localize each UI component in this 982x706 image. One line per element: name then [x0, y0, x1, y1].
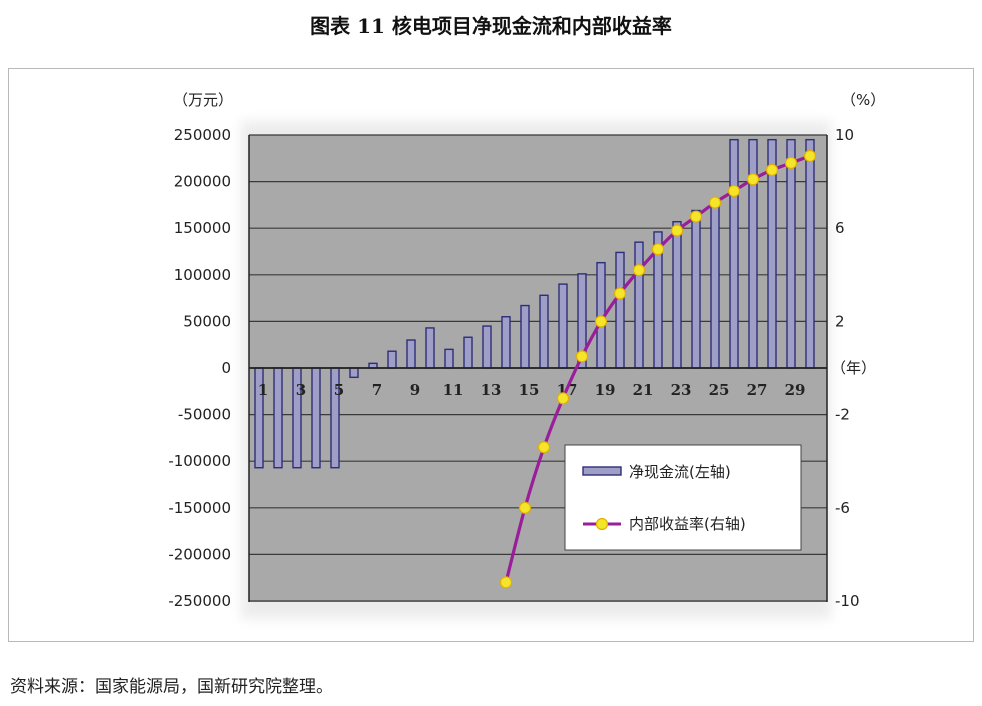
- legend-box: [564, 444, 802, 551]
- y-right-tick-label: -2: [835, 406, 850, 424]
- y-right-tick-label: 10: [835, 126, 854, 144]
- axes: [248, 135, 828, 602]
- bar-year-16: [539, 294, 549, 369]
- bar-year-11: [444, 348, 454, 369]
- irr-point-year-17: [556, 392, 570, 405]
- y-left-tick-label: 200000: [174, 173, 231, 191]
- y-left-tick-label: -250000: [168, 592, 231, 610]
- irr-point-year-18: [575, 350, 589, 363]
- bar-year-17: [558, 283, 568, 369]
- bar-year-25: [710, 199, 720, 369]
- irr-point-year-30: [803, 149, 817, 163]
- bar-year-30: [805, 138, 815, 369]
- irr-point-year-27: [746, 173, 760, 186]
- irr-point-year-24: [689, 210, 703, 223]
- irr-point-year-20: [613, 287, 627, 300]
- y-left-tick-label: -100000: [168, 452, 231, 470]
- y-left-tick-label: 100000: [174, 266, 231, 284]
- irr-point-year-28: [765, 163, 779, 177]
- legend-line-marker: [595, 517, 609, 531]
- y-left-tick-label: -50000: [178, 406, 231, 424]
- y-left-tick-label: -150000: [168, 499, 231, 517]
- x-tick-label: 11: [443, 381, 464, 399]
- y-right-tick-label: -10: [835, 592, 860, 610]
- x-tick-label: 9: [410, 381, 420, 399]
- x-tick-label: 21: [633, 381, 654, 399]
- irr-point-year-16: [537, 441, 551, 454]
- y-right-tick-label: 6: [835, 219, 845, 237]
- line-series: [499, 149, 817, 589]
- bar-year-21: [634, 241, 644, 369]
- y-right-tick-label: 2: [835, 312, 845, 330]
- bar-year-9: [406, 339, 416, 369]
- x-tick-label: 1: [258, 381, 268, 399]
- bar-year-10: [425, 327, 435, 369]
- x-tick-label: 27: [747, 381, 768, 399]
- x-tick-label: 15: [519, 381, 540, 399]
- bar-year-6: [349, 367, 359, 379]
- bar-year-13: [482, 325, 492, 369]
- bar-year-23: [672, 220, 682, 369]
- right-axis-unit: （%）: [841, 91, 885, 109]
- x-tick-label: 29: [785, 381, 806, 399]
- x-tick-label: 19: [595, 381, 616, 399]
- chart-frame: 1 3 5 7 9 11 13 15 17 19 21 23 25 27 29 250000 200000 15…: [8, 68, 974, 642]
- x-tick-label: 25: [709, 381, 730, 399]
- y-left-tick-label: 0: [221, 359, 231, 377]
- irr-point-year-21: [632, 264, 646, 277]
- irr-point-year-15: [518, 501, 532, 514]
- bar-year-20: [615, 251, 625, 369]
- irr-point-year-29: [784, 156, 798, 170]
- irr-point-year-14: [499, 576, 513, 589]
- bar-year-12: [463, 336, 473, 369]
- irr-point-year-19: [594, 315, 608, 328]
- y-left-tick-label: 250000: [174, 126, 231, 144]
- bar-year-2: [273, 367, 283, 469]
- legend-bar-label: 净现金流(左轴): [629, 463, 731, 481]
- x-tick-label: 3: [296, 381, 306, 399]
- x-tick-label: 7: [372, 381, 382, 399]
- irr-point-year-23: [670, 224, 684, 237]
- bar-year-4: [311, 367, 321, 469]
- y-right-tick-label: -6: [835, 499, 850, 517]
- irr-point-year-26: [727, 184, 741, 198]
- x-tick-label: 5: [334, 381, 344, 399]
- chart-svg: 1 3 5 7 9 11 13 15 17 19 21 23 25 27 29 25000020000015…: [168, 91, 885, 619]
- source-note: 资料来源：国家能源局，国新研究院整理。: [10, 677, 333, 697]
- bar-year-29: [786, 138, 796, 369]
- bar-year-26: [729, 138, 739, 369]
- left-axis-unit: （万元）: [173, 91, 233, 109]
- y-tick-labels: 250000 200000 150000 100000 50000 0 -50000 -100…: [168, 126, 859, 610]
- legend-line-label: 内部收益率(右轴): [629, 515, 746, 533]
- x-tick-label: 23: [671, 381, 692, 399]
- bar-year-14: [501, 316, 511, 369]
- legend-bar-swatch: [582, 466, 622, 476]
- legend: 净现金流(左轴) 内部收益率(右轴): [564, 444, 802, 551]
- x-tick-labels: 1 3 5 7 9 11 13 15 17 19 21 23 25 27 29: [258, 381, 806, 399]
- irr-point-year-25: [708, 196, 722, 209]
- x-axis-unit: （年）: [831, 359, 876, 377]
- y-left-tick-label: 150000: [174, 219, 231, 237]
- x-tick-label: 13: [481, 381, 502, 399]
- bar-year-8: [387, 350, 397, 369]
- chart-title: 图表 11 核电项目净现金流和内部收益率: [310, 14, 672, 38]
- bar-year-24: [691, 209, 701, 369]
- irr-point-year-22: [651, 243, 665, 256]
- y-left-tick-label: -200000: [168, 545, 231, 563]
- bar-year-15: [520, 304, 530, 369]
- y-left-tick-label: 50000: [183, 312, 231, 330]
